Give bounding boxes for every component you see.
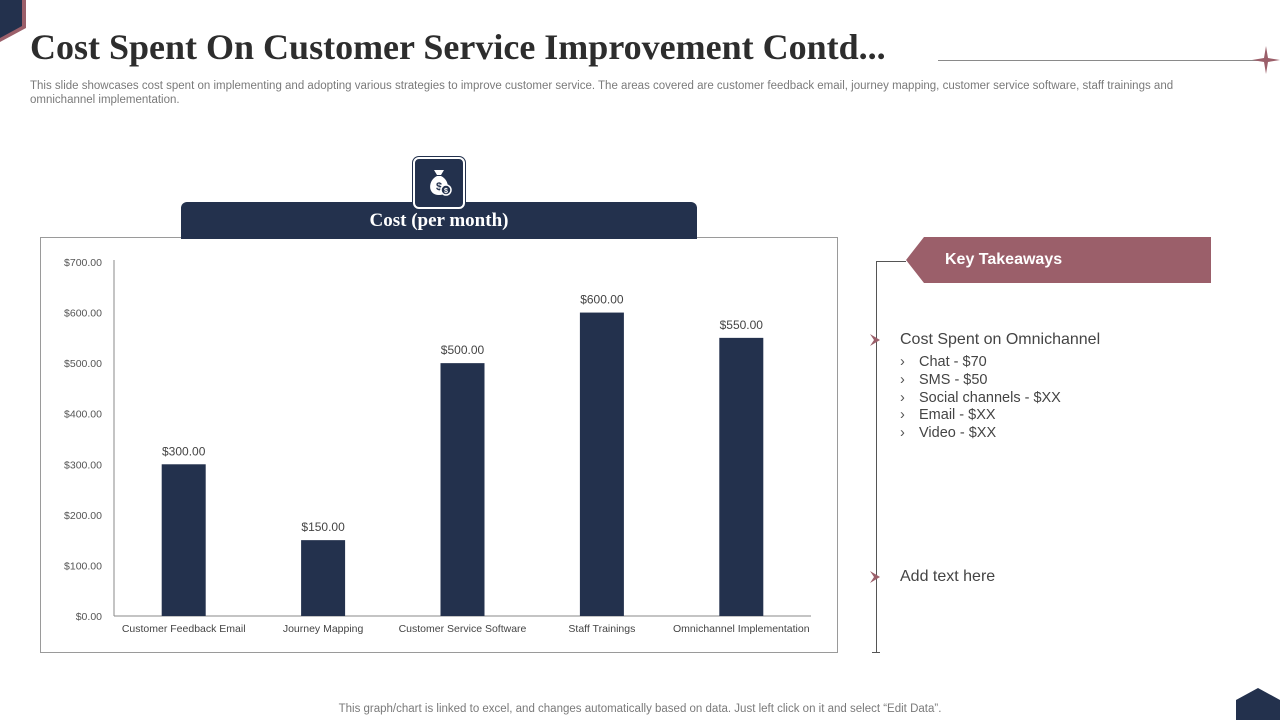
y-tick-label: $400.00 — [64, 409, 102, 421]
list-item: › Email - $XX — [900, 407, 996, 424]
y-tick-label: $700.00 — [64, 257, 102, 269]
y-tick-label: $600.00 — [64, 308, 102, 320]
chevron-right-icon: › — [900, 354, 905, 370]
x-tick-label: Staff Trainings — [568, 623, 635, 635]
bar — [301, 540, 346, 616]
title-divider — [938, 60, 1260, 61]
money-bag-icon: $ $ — [413, 157, 465, 209]
data-label: $550.00 — [720, 318, 764, 332]
y-tick-label: $0.00 — [76, 611, 102, 623]
page-subtitle: This slide showcases cost spent on imple… — [30, 80, 1174, 106]
data-label: $150.00 — [301, 520, 345, 534]
y-tick-label: $100.00 — [64, 560, 102, 572]
takeaway-point-add-text: Add text here — [900, 568, 996, 585]
chevron-right-icon: › — [900, 389, 905, 406]
bar — [440, 363, 485, 616]
svg-text:$: $ — [436, 181, 442, 193]
list-item: › SMS - $50 — [900, 371, 988, 388]
chart-canvas: $0.00 $100.00 $200.00 $300.00 $400.00 $500.00… — [64, 257, 811, 635]
x-tick-label: Customer Service Software — [399, 623, 527, 635]
chevron-right-icon — [870, 571, 880, 583]
chevron-right-icon: › — [900, 425, 905, 442]
svg-text:$: $ — [444, 188, 448, 195]
page-title: Cost Spent On Customer Service Improveme… — [30, 27, 886, 67]
list-item: › Social channels - $XX — [900, 389, 1061, 406]
takeaway-point-omnichannel: Cost Spent on Omnichannel — [900, 331, 1101, 348]
timeline-end-tick — [872, 652, 880, 653]
bar — [579, 312, 624, 616]
x-tick-label: Omnichannel Implementation — [673, 623, 810, 635]
y-tick-label: $500.00 — [64, 358, 102, 370]
corner-decoration-top-left — [0, 0, 26, 42]
list-item: › Chat - $70 — [900, 354, 987, 370]
omnichannel-cost-list: › Chat - $70 › SMS - $50 › Social channels … — [900, 354, 1061, 443]
takeaways-timeline — [876, 261, 877, 653]
bar — [719, 337, 764, 616]
x-tick-label: Customer Feedback Email — [122, 623, 246, 635]
footer-note: This graph/chart is linked to excel, and… — [338, 703, 942, 715]
data-label: $300.00 — [162, 444, 206, 458]
chevron-right-icon: › — [900, 407, 905, 424]
list-item: › Video - $XX — [900, 425, 997, 442]
data-label: $600.00 — [580, 293, 624, 307]
x-tick-label: Journey Mapping — [283, 623, 364, 635]
chevron-right-icon — [870, 334, 880, 346]
key-takeaways-banner: Key Takeaways — [906, 237, 1211, 283]
data-label: $500.00 — [441, 343, 485, 357]
y-tick-label: $300.00 — [64, 459, 102, 471]
bar — [161, 464, 206, 616]
chart-header: Cost (per month) — [181, 202, 697, 239]
corner-decoration-bottom-right — [1236, 688, 1280, 720]
timeline-connector — [876, 261, 906, 262]
chevron-right-icon: › — [900, 371, 905, 388]
sparkle-icon — [1252, 46, 1280, 74]
y-tick-label: $200.00 — [64, 510, 102, 522]
bar-chart[interactable]: $0.00 $100.00 $200.00 $300.00 $400.00 $500.00… — [40, 237, 838, 653]
